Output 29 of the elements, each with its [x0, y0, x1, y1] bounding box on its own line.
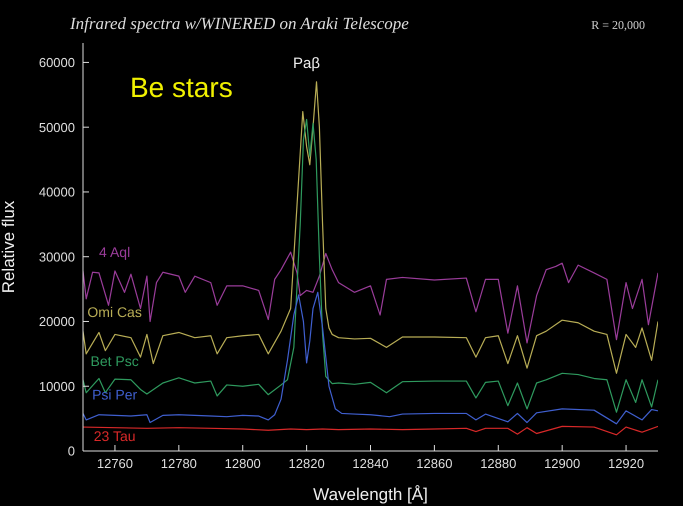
y-tick-label: 60000 [38, 55, 75, 70]
x-tick-label: 12860 [416, 456, 452, 472]
line-series [83, 118, 658, 413]
annotation: Be stars [130, 72, 233, 104]
y-tick-label: 10000 [38, 378, 75, 394]
x-tick-label: 12880 [480, 456, 516, 472]
chart-title: Infrared spectra w/WINERED on Araki Telescope [70, 14, 409, 34]
x-tick-label: 12800 [224, 456, 261, 472]
x-tick-label: 12760 [96, 456, 134, 472]
y-tick-label: 20000 [38, 314, 75, 330]
line-series [83, 292, 658, 424]
y-tick-label: 50000 [38, 120, 75, 135]
series-label: 23 Tau [94, 428, 136, 444]
y-tick-label: 30000 [38, 249, 75, 264]
x-tick-label: 12820 [288, 456, 325, 472]
x-axis-title: Wavelength [Å] [313, 485, 428, 504]
series-label: Psi Per [92, 386, 138, 402]
y-tick-label: 0 [68, 444, 75, 459]
annotation: Paβ [293, 55, 320, 72]
y-tick-label: 40000 [38, 184, 75, 200]
series-label: Omi Cas [87, 304, 142, 320]
x-tick-label: 12900 [544, 456, 580, 472]
y-axis-title: Relative flux [0, 200, 18, 294]
x-tick-label: 12920 [608, 456, 644, 472]
x-tick-label: 12840 [352, 456, 389, 472]
series-label: Bet Psc [90, 352, 139, 369]
text: R = 20,000 [591, 18, 645, 33]
series-label: 4 Aql [99, 244, 130, 260]
x-tick-label: 12780 [160, 456, 197, 472]
